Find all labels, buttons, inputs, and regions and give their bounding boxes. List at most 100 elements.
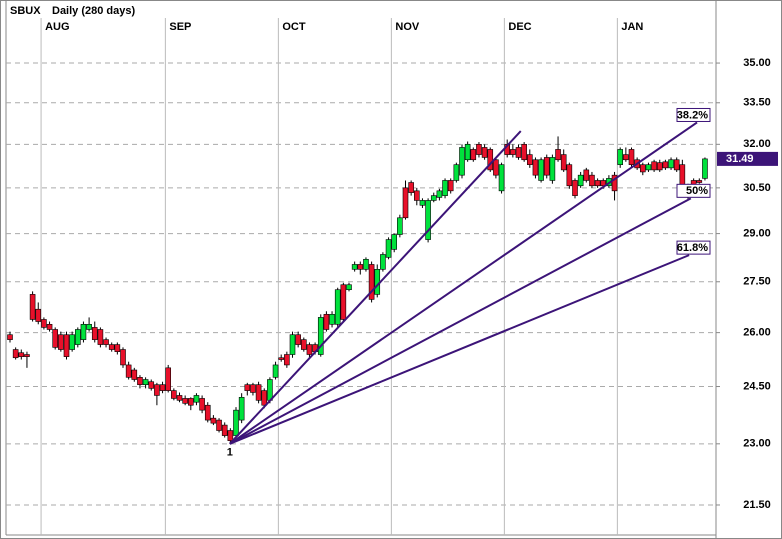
candle-body — [538, 159, 544, 181]
candle-body — [323, 314, 330, 330]
candle-body — [58, 334, 64, 350]
candle-body — [238, 397, 245, 421]
candle-body — [651, 161, 657, 171]
candle-body — [108, 344, 115, 350]
candle-body — [86, 323, 92, 330]
candle-body — [566, 164, 573, 187]
candle-body — [103, 339, 109, 345]
candle-body — [204, 404, 211, 421]
y-tick-label: 21.50 — [743, 499, 771, 511]
candle-body — [430, 195, 437, 201]
candle-body — [171, 390, 177, 399]
last-price-label: 31.49 — [726, 153, 754, 165]
candle-body — [165, 367, 171, 391]
candle-body — [334, 289, 341, 325]
candle-body — [526, 154, 533, 165]
fan-label-box — [676, 183, 711, 198]
fan-label-box — [676, 107, 711, 122]
y-tick-label: 32.00 — [743, 138, 771, 150]
candle-body — [120, 349, 126, 366]
candle-body — [549, 157, 556, 181]
candle-body — [317, 317, 324, 355]
x-tick-label: NOV — [395, 21, 420, 33]
candle-body — [385, 239, 392, 258]
candle-body — [221, 424, 228, 436]
y-tick-label: 30.50 — [743, 182, 771, 194]
candle-body — [227, 430, 234, 441]
x-tick-label: OCT — [282, 21, 306, 33]
candle-body — [284, 354, 290, 366]
candle-body — [696, 180, 703, 183]
candle-body — [46, 323, 53, 330]
candle-body — [199, 398, 205, 411]
candle-body — [453, 164, 460, 181]
candle-body — [300, 339, 307, 350]
y-tick-label: 23.00 — [743, 438, 771, 450]
candle-body — [357, 264, 364, 270]
candle-body — [7, 334, 13, 340]
candle-body — [289, 334, 296, 355]
candle-body — [188, 398, 194, 406]
candle-body — [493, 159, 499, 176]
candle-body — [594, 180, 601, 187]
candle-body — [589, 174, 595, 187]
candle-body — [154, 384, 160, 396]
candle-body — [656, 162, 663, 171]
candle-body — [572, 180, 578, 196]
candle-body — [419, 200, 426, 206]
candle-body — [668, 159, 674, 169]
candle-body — [75, 329, 81, 345]
candle-body — [408, 182, 414, 193]
candle-body — [35, 308, 42, 322]
candle-body — [351, 264, 358, 270]
candle-body — [673, 159, 680, 171]
candle-body — [363, 258, 369, 270]
candle-body — [182, 398, 188, 404]
candle-body — [464, 144, 471, 161]
candle-body — [12, 349, 19, 359]
header-bg — [8, 3, 148, 17]
marks — [7, 136, 708, 444]
candle-body — [52, 329, 59, 348]
candle-body — [142, 379, 149, 385]
candle-body — [476, 144, 482, 155]
candle-body — [532, 159, 539, 176]
y-tick-label: 29.00 — [743, 228, 771, 240]
candle-body — [628, 149, 635, 165]
fan-line — [229, 197, 692, 445]
x-tick-label: SEP — [169, 21, 191, 33]
candle-body — [515, 147, 522, 158]
candle-body — [639, 164, 646, 173]
fan-label: 50% — [686, 185, 708, 197]
candle-body — [413, 190, 420, 201]
candle-body — [18, 352, 25, 357]
fan-line — [229, 130, 522, 445]
candle-body — [470, 149, 477, 161]
candle-body — [487, 149, 494, 171]
candle-body — [368, 264, 375, 300]
candle-body — [577, 174, 584, 187]
candle-body — [261, 390, 268, 406]
y-tick-label: 27.50 — [743, 276, 771, 288]
candle-body — [125, 364, 132, 378]
candle-body — [662, 161, 669, 169]
candle-body — [210, 417, 217, 424]
candle-body — [137, 377, 143, 385]
candle-body — [114, 344, 121, 352]
grid: 21.50 23.00 24.50 26.00 27.50 29.00 30.50 32.00… — [6, 18, 771, 535]
candle-body — [645, 164, 652, 171]
candle-body — [611, 174, 618, 192]
candle-body — [521, 144, 527, 161]
candle-body — [255, 384, 262, 401]
candle-body — [41, 319, 47, 328]
candle-body — [481, 147, 488, 158]
y-tick-label: 24.50 — [743, 380, 771, 392]
candle-body — [24, 354, 30, 357]
candle-body — [131, 369, 138, 380]
candle-body — [97, 329, 104, 345]
candle-body — [193, 395, 200, 403]
candle-body — [560, 154, 567, 171]
candle-body — [510, 149, 516, 155]
x-tick-label: JAN — [621, 21, 643, 33]
